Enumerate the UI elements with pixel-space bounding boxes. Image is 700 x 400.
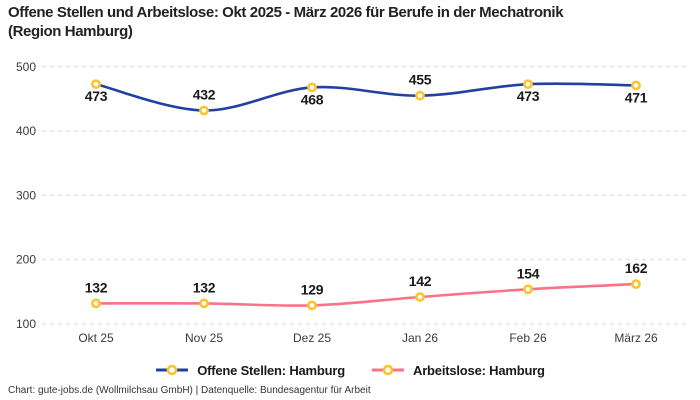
data-point-label: 162 [625,260,648,276]
data-point-marker [415,90,425,101]
data-point-marker [415,292,425,302]
data-point-label: 468 [301,91,324,107]
legend-swatch-icon [372,364,404,376]
data-point-marker [91,79,101,90]
data-point-label: 154 [517,265,540,281]
y-tick-label: 400 [16,124,36,138]
chart-title: Offene Stellen und Arbeitslose: Okt 2025… [8,4,564,40]
data-point-marker [631,80,641,91]
legend-item-offene-stellen[interactable]: Offene Stellen: Hamburg [155,363,345,378]
data-point-marker [631,279,641,289]
data-point-label: 132 [193,279,216,295]
data-point-label: 432 [193,87,216,103]
legend-label: Arbeitslose: Hamburg [413,362,545,378]
legend-item-arbeitslose[interactable]: Arbeitslose: Hamburg [371,363,545,378]
data-point-marker [199,105,209,116]
y-tick-label: 100 [16,317,36,331]
x-tick-label: Nov 25 [185,331,223,345]
y-tick-label: 200 [16,253,36,267]
data-point-label: 132 [85,279,108,295]
legend-swatch-icon [156,364,189,376]
x-tick-label: Jan 26 [402,331,438,345]
data-point-marker [199,298,209,309]
data-point-label: 471 [625,89,648,105]
data-point-marker [91,298,101,309]
data-point-marker [307,300,317,311]
x-tick-label: Dez 25 [293,331,331,345]
x-tick-label: Feb 26 [509,331,547,345]
series-line [94,82,638,112]
data-point-marker [523,284,533,295]
x-tick-label: März 26 [614,331,658,345]
data-point-label: 473 [517,88,540,104]
data-point-marker [523,79,533,90]
data-point-label: 455 [409,72,432,88]
x-tick-label: Okt 25 [78,331,114,345]
chart-footer: Chart: gute-jobs.de (Wollmilchsau GmbH) … [8,385,371,396]
data-point-label: 142 [409,273,432,289]
data-point-label: 473 [85,88,108,104]
y-tick-label: 500 [16,60,36,74]
y-tick-label: 300 [16,188,36,202]
legend-label: Offene Stellen: Hamburg [197,362,345,378]
legend: Offene Stellen: Hamburg Arbeitslose: Hamb… [0,360,700,380]
data-point-label: 129 [301,281,324,297]
data-point-marker [307,82,317,93]
series-line [94,282,638,307]
